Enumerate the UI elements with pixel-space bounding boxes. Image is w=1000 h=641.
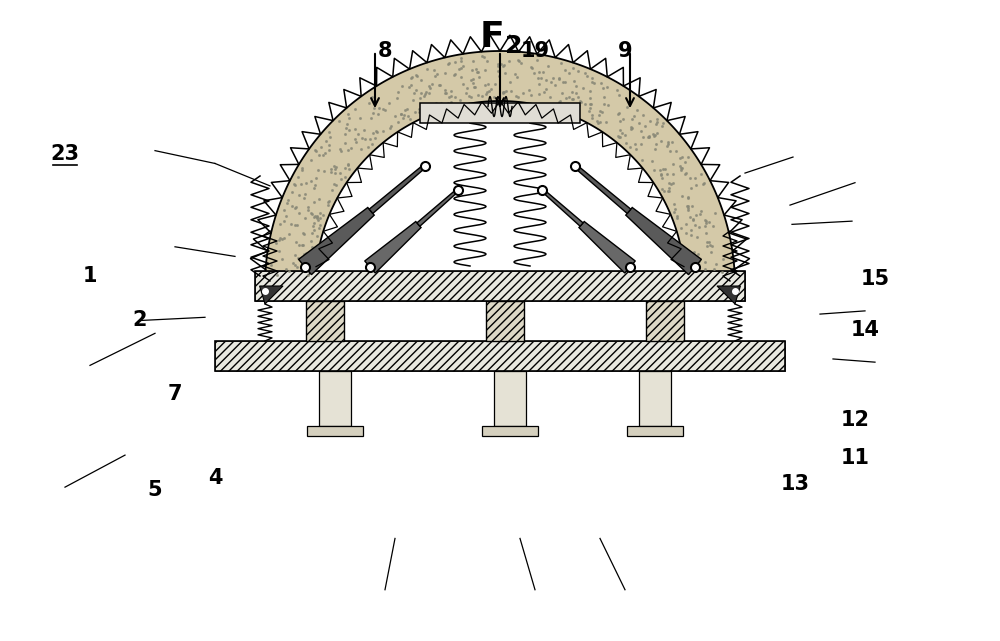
Text: 11: 11	[840, 448, 870, 469]
Text: 19: 19	[520, 41, 550, 62]
Text: 8: 8	[378, 41, 392, 62]
Bar	[646, 301, 684, 341]
Polygon shape	[417, 188, 459, 226]
Bar	[639, 371, 671, 426]
Bar	[482, 426, 538, 436]
Text: 5: 5	[148, 480, 162, 501]
Bar	[420, 103, 580, 123]
Bar	[494, 371, 526, 426]
Text: 2: 2	[133, 310, 147, 331]
Polygon shape	[260, 286, 283, 304]
Polygon shape	[717, 286, 740, 304]
Bar	[215, 341, 785, 371]
Bar	[255, 271, 745, 301]
Text: 9: 9	[618, 41, 632, 62]
Text: 7: 7	[168, 384, 182, 404]
Polygon shape	[265, 51, 735, 286]
Polygon shape	[541, 188, 583, 226]
Bar	[486, 301, 524, 341]
Text: 4: 4	[208, 467, 222, 488]
Text: $\mathbf{F_2}$: $\mathbf{F_2}$	[479, 19, 521, 55]
Bar	[306, 301, 344, 341]
Bar	[306, 301, 344, 341]
Bar	[215, 341, 785, 371]
Polygon shape	[299, 208, 374, 274]
Polygon shape	[365, 222, 421, 273]
Text: 12: 12	[840, 410, 870, 430]
Polygon shape	[579, 222, 635, 273]
Text: 13: 13	[780, 474, 810, 494]
Bar	[319, 371, 351, 426]
Bar	[646, 301, 684, 341]
Text: 14: 14	[850, 320, 880, 340]
Bar	[486, 301, 524, 341]
Text: 23: 23	[50, 144, 80, 164]
Polygon shape	[574, 164, 631, 213]
Text: 1: 1	[83, 265, 97, 286]
Bar	[627, 426, 683, 436]
Polygon shape	[626, 208, 701, 274]
Bar	[255, 271, 745, 301]
Bar	[307, 426, 363, 436]
Text: 15: 15	[860, 269, 890, 289]
Polygon shape	[369, 164, 426, 213]
